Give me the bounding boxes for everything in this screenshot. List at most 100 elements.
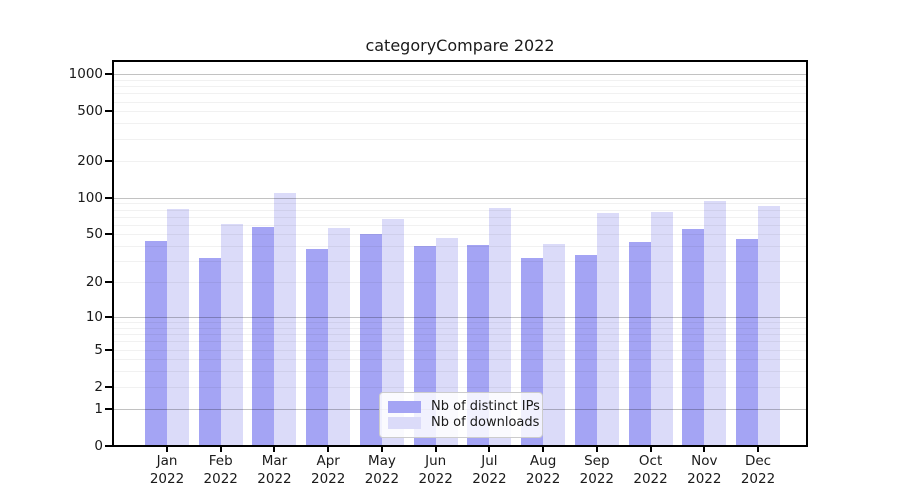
bar-downloads-jan bbox=[167, 208, 189, 446]
minor-gridline bbox=[113, 261, 807, 263]
right-spine bbox=[806, 60, 808, 447]
y-axis-tick bbox=[105, 73, 112, 76]
x-axis-tick bbox=[327, 447, 330, 452]
bar-downloads-dec bbox=[758, 206, 781, 446]
x-axis-tick bbox=[595, 447, 598, 452]
x-axis-tick bbox=[488, 447, 491, 452]
chart-title: categoryCompare 2022 bbox=[365, 36, 555, 55]
minor-gridline bbox=[113, 282, 807, 284]
x-tick-label: Feb 2022 bbox=[203, 453, 238, 487]
x-axis-tick bbox=[380, 447, 383, 452]
y-tick-label: 200 bbox=[77, 152, 103, 169]
minor-gridline bbox=[113, 111, 807, 113]
y-tick-label: 20 bbox=[85, 274, 103, 291]
bar-ips-jan bbox=[145, 241, 167, 446]
x-tick-label: May 2022 bbox=[364, 453, 400, 487]
y-tick-label: 1 bbox=[94, 400, 103, 417]
bottom-spine bbox=[112, 445, 808, 447]
x-tick-label: Aug 2022 bbox=[525, 453, 561, 487]
minor-gridline bbox=[113, 327, 807, 329]
bar-downloads-aug bbox=[543, 243, 566, 446]
y-tick-label: 1000 bbox=[68, 66, 103, 83]
x-axis-tick bbox=[542, 447, 545, 452]
minor-gridline bbox=[113, 216, 807, 218]
x-tick-label: Jan 2022 bbox=[149, 453, 185, 487]
bar-downloads-jul bbox=[489, 207, 512, 446]
bar-ips-may bbox=[359, 234, 382, 446]
plot-area: 0 1 2 5 10 20 50 100 200 500 1000 Jan 2022 Feb 2022 Mar… bbox=[69, 60, 808, 487]
minor-gridline bbox=[113, 138, 807, 140]
y-axis-tick bbox=[105, 348, 112, 351]
x-axis-tick bbox=[219, 447, 222, 452]
minor-gridline bbox=[113, 93, 807, 95]
y-axis-tick bbox=[105, 159, 112, 162]
bar-ips-apr bbox=[306, 248, 329, 446]
minor-gridline bbox=[113, 224, 807, 226]
x-axis-tick bbox=[166, 447, 168, 452]
bar-ips-dec bbox=[736, 238, 759, 446]
x-tick-label: Jun 2022 bbox=[418, 453, 453, 487]
bar-downloads-feb bbox=[220, 223, 243, 446]
minor-gridline bbox=[113, 203, 807, 205]
bar-ips-mar bbox=[252, 226, 275, 446]
x-axis-tick bbox=[434, 447, 437, 452]
y-tick-label: 100 bbox=[77, 189, 103, 206]
legend: Nb of distinct IPs Nb of downloads bbox=[379, 392, 543, 438]
y-axis-tick bbox=[105, 315, 112, 318]
left-spine bbox=[112, 60, 114, 447]
minor-gridline bbox=[113, 322, 807, 324]
y-axis-tick bbox=[105, 110, 112, 113]
x-axis-tick bbox=[703, 447, 706, 452]
minor-gridline bbox=[113, 79, 807, 81]
x-axis-tick bbox=[757, 447, 760, 452]
bar-downloads-apr bbox=[328, 228, 351, 446]
minor-gridline bbox=[113, 386, 807, 388]
minor-gridline bbox=[113, 334, 807, 336]
minor-gridline bbox=[113, 349, 807, 351]
x-axis-tick bbox=[649, 447, 652, 452]
y-axis-tick bbox=[105, 233, 112, 236]
minor-gridline bbox=[113, 359, 807, 361]
bar-downloads-mar bbox=[274, 193, 297, 446]
bar-ips-oct bbox=[628, 242, 651, 446]
legend-label: Nb of downloads bbox=[431, 415, 540, 430]
minor-gridline bbox=[113, 160, 807, 162]
x-tick-label: Mar 2022 bbox=[257, 453, 292, 487]
y-tick-label: 500 bbox=[77, 103, 103, 120]
y-axis-tick bbox=[105, 445, 112, 447]
top-spine bbox=[112, 60, 808, 62]
minor-gridline bbox=[113, 86, 807, 88]
bar-ips-nov bbox=[682, 229, 705, 446]
legend-item: Nb of downloads bbox=[388, 415, 539, 430]
x-tick-label: Jul 2022 bbox=[472, 453, 507, 487]
major-gridline bbox=[113, 74, 807, 76]
legend-item: Nb of distinct IPs bbox=[388, 399, 540, 414]
x-axis-tick bbox=[273, 447, 276, 452]
minor-gridline bbox=[113, 123, 807, 125]
y-tick-label: 0 bbox=[94, 438, 103, 454]
minor-gridline bbox=[113, 371, 807, 373]
x-tick-label: Oct 2022 bbox=[633, 453, 668, 487]
minor-gridline bbox=[113, 209, 807, 211]
bar-downloads-sep bbox=[596, 212, 619, 446]
minor-gridline bbox=[113, 234, 807, 236]
minor-gridline bbox=[113, 101, 807, 103]
major-gridline bbox=[113, 197, 807, 199]
minor-gridline bbox=[113, 246, 807, 248]
x-tick-label: Sep 2022 bbox=[579, 453, 614, 487]
bar-ips-feb bbox=[198, 257, 221, 446]
bar-downloads-may bbox=[381, 218, 404, 446]
bar-downloads-nov bbox=[704, 200, 727, 446]
x-tick-label: Nov 2022 bbox=[687, 453, 722, 487]
legend-label: Nb of distinct IPs bbox=[431, 399, 540, 414]
legend-swatch-icon bbox=[388, 416, 421, 429]
y-tick-label: 50 bbox=[85, 226, 103, 243]
x-tick-label: Apr 2022 bbox=[311, 453, 346, 487]
y-tick-label: 10 bbox=[85, 308, 103, 325]
y-tick-label: 5 bbox=[94, 341, 103, 358]
y-axis-tick bbox=[105, 281, 112, 284]
bar-downloads-oct bbox=[650, 212, 673, 446]
y-tick-label: 2 bbox=[94, 378, 103, 395]
y-axis-tick bbox=[105, 385, 112, 388]
